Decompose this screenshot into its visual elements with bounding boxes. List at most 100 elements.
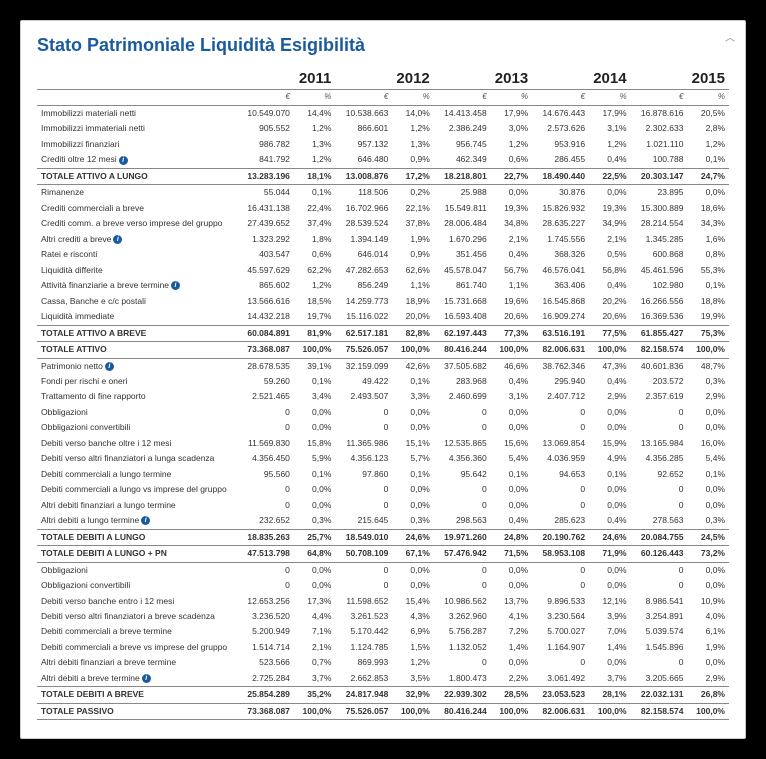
cell-value: 283.968 xyxy=(434,374,491,389)
cell-pct: 64,8% xyxy=(294,546,335,562)
row-label: Immobilizzi immateriali netti xyxy=(37,121,237,136)
table-row: Rimanenze55.0440,1%118.5060,2%25.9880,0%… xyxy=(37,185,729,201)
cell-pct: 56,7% xyxy=(491,263,532,278)
year-header: 2014 xyxy=(532,66,630,90)
cell-value: 12.653.256 xyxy=(237,594,294,609)
table-row: Altri debiti a breve terminei2.725.2843,… xyxy=(37,671,729,687)
table-row: Crediti oltre 12 mesii841.7921,2%646.480… xyxy=(37,152,729,168)
cell-value: 3.261.523 xyxy=(335,609,392,624)
cell-value: 0 xyxy=(434,482,491,497)
cell-value: 23.053.523 xyxy=(532,687,589,703)
cell-value: 0 xyxy=(237,562,294,578)
cell-value: 28.635.227 xyxy=(532,216,589,231)
info-icon[interactable]: i xyxy=(171,281,180,290)
row-label: Patrimonio nettoi xyxy=(37,358,237,374)
cell-value: 10.549.070 xyxy=(237,106,294,122)
row-label: Trattamento di fine rapporto xyxy=(37,389,237,404)
row-label: TOTALE ATTIVO A LUNGO xyxy=(37,168,237,184)
row-label: Cassa, Banche e c/c postali xyxy=(37,294,237,309)
cell-pct: 0,0% xyxy=(589,578,630,593)
cell-value: 16.431.138 xyxy=(237,201,294,216)
info-icon[interactable]: i xyxy=(142,674,151,683)
cell-value: 50.708.109 xyxy=(335,546,392,562)
cell-pct: 82,8% xyxy=(392,325,433,341)
cell-value: 82.006.631 xyxy=(532,342,589,358)
year-header: 2015 xyxy=(631,66,729,90)
cell-value: 4.036.959 xyxy=(532,451,589,466)
table-row: Liquidità differite45.597.62962,2%47.282… xyxy=(37,263,729,278)
unit-header: € xyxy=(335,90,392,106)
table-row: Trattamento di fine rapporto2.521.4653,4… xyxy=(37,389,729,404)
cell-pct: 26,8% xyxy=(687,687,729,703)
cell-value: 38.762.346 xyxy=(532,358,589,374)
cell-value: 58.953.108 xyxy=(532,546,589,562)
cell-pct: 34,9% xyxy=(589,216,630,231)
cell-value: 351.456 xyxy=(434,247,491,262)
year-header: 2012 xyxy=(335,66,433,90)
cell-value: 3.061.492 xyxy=(532,671,589,687)
row-label: TOTALE DEBITI A LUNGO xyxy=(37,529,237,545)
cell-pct: 0,0% xyxy=(294,562,335,578)
cell-pct: 3,1% xyxy=(491,389,532,404)
cell-value: 40.601.836 xyxy=(631,358,688,374)
cell-pct: 15,6% xyxy=(491,436,532,451)
cell-pct: 0,3% xyxy=(687,374,729,389)
cell-pct: 0,4% xyxy=(589,278,630,293)
cell-value: 600.868 xyxy=(631,247,688,262)
cell-value: 956.745 xyxy=(434,137,491,152)
info-icon[interactable]: i xyxy=(113,235,122,244)
cell-pct: 0,0% xyxy=(392,562,433,578)
cell-value: 62.517.181 xyxy=(335,325,392,341)
cell-value: 18.218.801 xyxy=(434,168,491,184)
cell-pct: 22,4% xyxy=(294,201,335,216)
cell-value: 0 xyxy=(631,578,688,593)
cell-pct: 15,1% xyxy=(392,436,433,451)
cell-value: 865.602 xyxy=(237,278,294,293)
cell-value: 905.552 xyxy=(237,121,294,136)
cell-value: 62.197.443 xyxy=(434,325,491,341)
cell-pct: 19,3% xyxy=(491,201,532,216)
cell-value: 0 xyxy=(434,578,491,593)
row-label: Altri crediti a brevei xyxy=(37,232,237,247)
cell-pct: 17,3% xyxy=(294,594,335,609)
row-label: Obbligazioni xyxy=(37,405,237,420)
info-icon[interactable]: i xyxy=(105,362,114,371)
cell-pct: 6,1% xyxy=(687,624,729,639)
cell-pct: 16,0% xyxy=(687,436,729,451)
cell-pct: 18,8% xyxy=(687,294,729,309)
collapse-icon[interactable]: ︿ xyxy=(725,29,735,44)
cell-pct: 0,0% xyxy=(491,482,532,497)
cell-value: 4.356.360 xyxy=(434,451,491,466)
cell-value: 1.670.296 xyxy=(434,232,491,247)
cell-value: 22.032.131 xyxy=(631,687,688,703)
row-label: Obbligazioni xyxy=(37,562,237,578)
row-label: Immobilizzi materiali netti xyxy=(37,106,237,122)
table-row: Debiti commerciali a breve termine5.200.… xyxy=(37,624,729,639)
cell-pct: 25,7% xyxy=(294,529,335,545)
table-row: Altri debiti finanziari a lungo termine 0… xyxy=(37,498,729,513)
cell-pct: 0,0% xyxy=(589,562,630,578)
cell-value: 118.506 xyxy=(335,185,392,201)
cell-value: 16.593.408 xyxy=(434,309,491,325)
table-row: TOTALE DEBITI A BREVE25.854.28935,2%24.8… xyxy=(37,687,729,703)
cell-value: 0 xyxy=(434,498,491,513)
cell-value: 82.006.631 xyxy=(532,703,589,719)
table-row: Altri crediti a brevei1.323.2921,8%1.394… xyxy=(37,232,729,247)
info-icon[interactable]: i xyxy=(119,156,128,165)
cell-value: 2.460.699 xyxy=(434,389,491,404)
cell-pct: 1,2% xyxy=(294,121,335,136)
cell-pct: 0,1% xyxy=(392,374,433,389)
table-row: Altri debiti a lungo terminei232.6520,3%… xyxy=(37,513,729,529)
cell-value: 0 xyxy=(631,420,688,435)
cell-pct: 0,0% xyxy=(687,185,729,201)
cell-value: 1.132.052 xyxy=(434,640,491,655)
cell-value: 278.563 xyxy=(631,513,688,529)
row-label: Altri debiti finanziari a lungo termine xyxy=(37,498,237,513)
info-icon[interactable]: i xyxy=(141,516,150,525)
cell-value: 61.855.427 xyxy=(631,325,688,341)
table-row: Debiti verso altri finanziatori a breve … xyxy=(37,609,729,624)
cell-value: 2.521.465 xyxy=(237,389,294,404)
cell-value: 5.756.287 xyxy=(434,624,491,639)
cell-value: 28.678.535 xyxy=(237,358,294,374)
cell-pct: 3,9% xyxy=(589,609,630,624)
